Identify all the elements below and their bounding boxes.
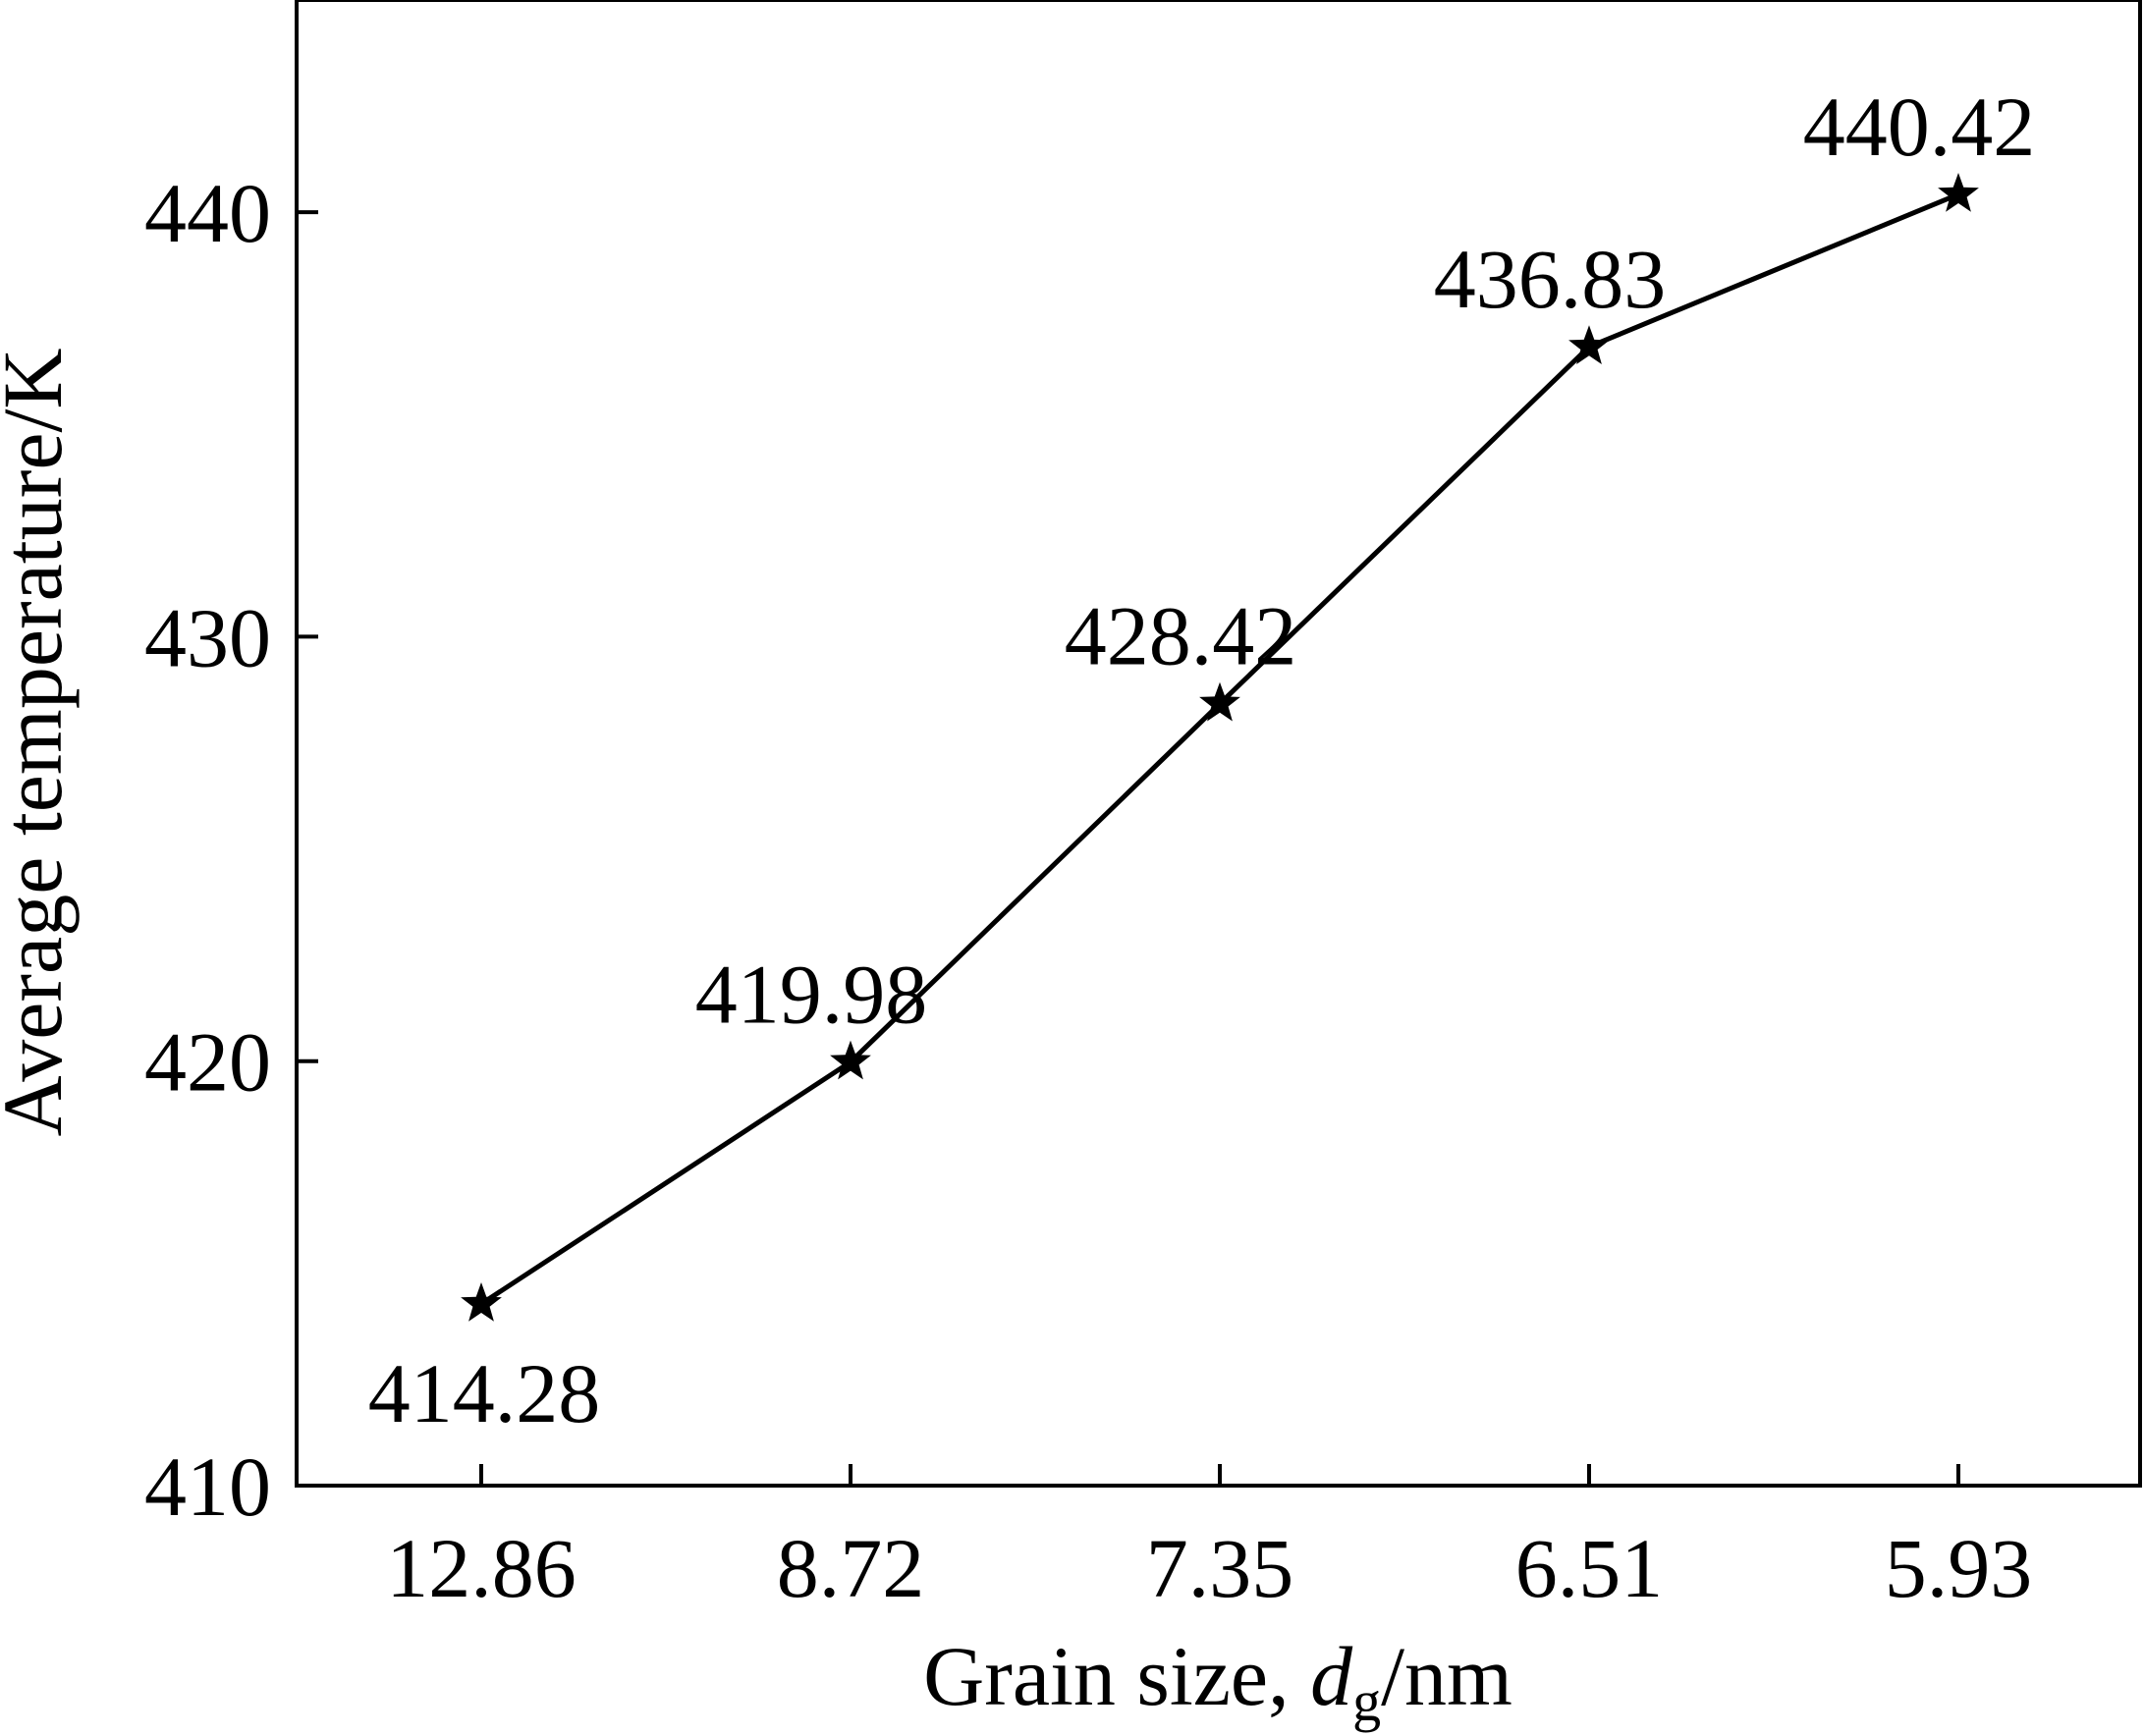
- star-marker: [461, 1282, 502, 1322]
- y-tick-label: 420: [144, 1015, 271, 1110]
- star-marker: [830, 1040, 871, 1080]
- x-tick-label: 6.51: [1515, 1521, 1664, 1615]
- star-marker: [1199, 681, 1240, 722]
- star-marker: [1938, 173, 1979, 212]
- y-axis-label: Average temperature/K: [0, 348, 80, 1136]
- x-axis-label: Grain size, dg/nm: [923, 1629, 1512, 1733]
- y-tick-label: 410: [144, 1439, 271, 1534]
- series-markers: [461, 173, 1979, 1322]
- x-axis-label-suffix: /nm: [1381, 1629, 1512, 1723]
- x-tick-label: 7.35: [1146, 1521, 1294, 1615]
- series-line: [479, 191, 1959, 1307]
- x-tick-label: 8.72: [777, 1521, 925, 1615]
- y-axis-ticks: 410 420 430 440: [144, 166, 318, 1534]
- y-tick-label: 440: [144, 166, 271, 260]
- data-label: 414.28: [368, 1346, 601, 1440]
- data-labels: 414.28 419.98 428.42 436.83 440.42: [368, 80, 2036, 1440]
- star-marker: [1568, 325, 1610, 364]
- x-tick-label: 12.86: [386, 1521, 577, 1615]
- data-label: 419.98: [695, 948, 928, 1042]
- x-axis-label-subscript: g: [1352, 1669, 1381, 1733]
- plot-frame: [295, 0, 2142, 1488]
- x-axis-label-prefix: Grain size,: [923, 1629, 1310, 1723]
- data-label: 428.42: [1065, 589, 1297, 683]
- x-axis-ticks: 12.86 8.72 7.35 6.51 5.93: [386, 1464, 2032, 1615]
- y-tick-label: 430: [144, 590, 271, 684]
- data-label: 436.83: [1434, 232, 1667, 326]
- x-axis-label-variable: d: [1310, 1629, 1353, 1723]
- data-label: 440.42: [1803, 80, 2036, 174]
- x-tick-label: 5.93: [1885, 1521, 2033, 1615]
